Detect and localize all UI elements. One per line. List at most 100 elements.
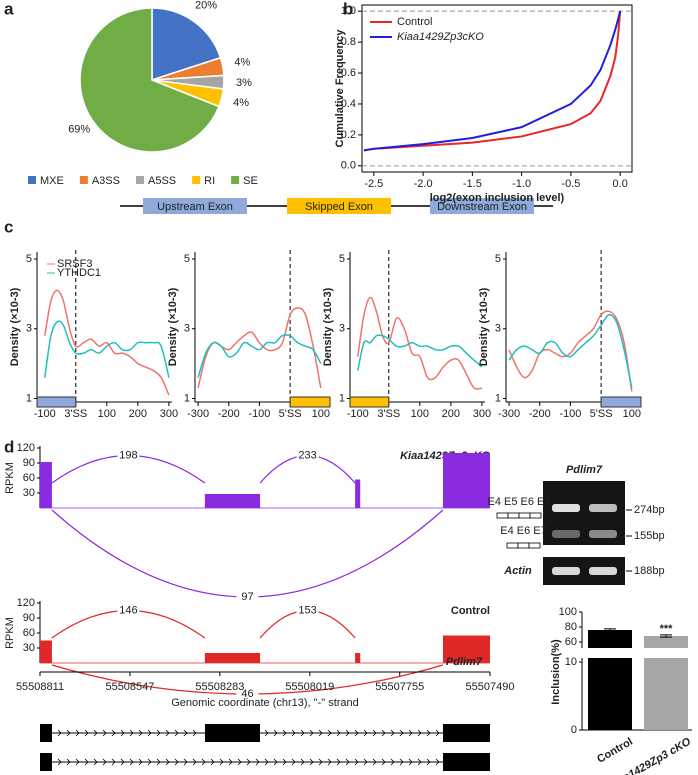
strand-chevron — [408, 758, 413, 766]
density-curve — [197, 334, 322, 378]
legend-label: Kiaa1429Zp3cKO — [397, 31, 484, 43]
strand-chevron — [138, 729, 143, 737]
x-tick-label: 200 — [129, 408, 147, 420]
legend-label: RI — [204, 175, 215, 187]
x-tick-label: 55508811 — [16, 681, 64, 693]
junction-label: 153 — [298, 604, 316, 616]
x-axis-label: log2(exon inclusion level) — [430, 192, 565, 204]
exon-box — [36, 396, 77, 408]
coverage-block — [355, 653, 361, 663]
strand-chevron — [273, 758, 278, 766]
strand-chevron — [354, 758, 359, 766]
y-tick-label: 0.6 — [341, 67, 356, 79]
exon-model — [40, 724, 52, 742]
panel-label: d — [4, 437, 14, 456]
pie-label: 4% — [234, 57, 250, 69]
exon-header-box — [287, 198, 391, 214]
gel-band — [552, 567, 580, 575]
strand-chevron — [381, 729, 386, 737]
exon-header-box — [430, 198, 534, 214]
density-curve — [357, 334, 483, 371]
y-tick-label: 1.0 — [341, 5, 356, 17]
strand-chevron — [435, 729, 440, 737]
legend-label: A3SS — [92, 175, 120, 187]
strand-chevron — [93, 758, 98, 766]
strand-chevron — [273, 729, 278, 737]
strand-chevron — [426, 758, 431, 766]
x-tick-label: 300 — [160, 408, 178, 420]
junction-label-bg — [236, 688, 259, 700]
x-tick-label: 55508283 — [195, 681, 244, 693]
junction-label-bg — [236, 591, 259, 603]
x-tick-label: 55507490 — [466, 681, 515, 693]
strand-chevron — [408, 729, 413, 737]
strand-chevron — [363, 758, 368, 766]
strand-chevron — [399, 729, 404, 737]
y-tick-label: 10 — [565, 656, 577, 668]
coverage-block — [40, 640, 52, 663]
legend-swatch — [135, 176, 144, 184]
y-tick-label: 0.4 — [341, 98, 356, 110]
strand-chevron — [57, 729, 62, 737]
strand-chevron — [435, 758, 440, 766]
strand-chevron — [192, 729, 197, 737]
y-tick-label: 3 — [184, 323, 190, 335]
strand-chevron — [66, 758, 71, 766]
y-tick-label: 30 — [23, 487, 35, 499]
strand-chevron — [426, 729, 431, 737]
plot-frame — [361, 4, 633, 173]
x-tick-label: 200 — [442, 408, 460, 420]
y-tick-label: 60 — [23, 627, 35, 639]
x-tick-label: 100 — [411, 408, 429, 420]
pie-label: 20% — [195, 0, 217, 11]
x-tick-label: 55508019 — [285, 681, 334, 693]
y-tick-label: 1 — [184, 392, 190, 404]
legend-swatch — [231, 176, 240, 184]
y-tick-label: 0 — [571, 724, 577, 736]
strand-chevron — [417, 729, 422, 737]
x-tick-label: -100 — [347, 408, 369, 420]
strand-chevron — [291, 758, 296, 766]
strand-chevron — [363, 729, 368, 737]
strand-chevron — [237, 758, 242, 766]
x-tick-label: 5'SS — [590, 408, 613, 420]
legend-label: A5SS — [148, 175, 176, 187]
y-tick-label: 3 — [26, 323, 32, 335]
junction-label-bg — [296, 449, 319, 462]
strand-chevron — [246, 758, 251, 766]
y-tick-label: 60 — [23, 472, 35, 484]
pie-label: 3% — [236, 77, 252, 89]
strand-chevron — [66, 729, 71, 737]
strand-chevron — [75, 729, 80, 737]
legend-label: YTHDC1 — [57, 267, 101, 279]
strand-chevron — [264, 729, 269, 737]
legend-swatch — [192, 176, 201, 184]
coverage-block — [204, 653, 261, 663]
y-tick-label: 100 — [559, 606, 577, 618]
density-curve — [44, 320, 170, 378]
strand-chevron — [291, 729, 296, 737]
density-curve — [357, 296, 483, 390]
x-tick-label: 3'SS — [64, 408, 87, 420]
pie-slice — [151, 7, 222, 82]
strand-chevron — [264, 758, 269, 766]
y-tick-label: 30 — [23, 642, 35, 654]
strand-chevron — [174, 758, 179, 766]
density-curve — [508, 310, 633, 392]
x-tick-label: 300 — [473, 408, 491, 420]
error-bar — [604, 628, 616, 632]
x-tick-label: 0.0 — [613, 178, 628, 190]
panel-label: c — [4, 217, 13, 236]
strand-chevron — [201, 758, 206, 766]
gel-band — [552, 530, 580, 538]
strand-chevron — [102, 729, 107, 737]
y-axis-label: Density (×10-3) — [478, 287, 490, 366]
x-tick-label: -300 — [498, 408, 520, 420]
junction-label-bg — [117, 449, 140, 462]
strand-chevron — [165, 758, 170, 766]
exon-box — [349, 396, 390, 408]
y-tick-label: 5 — [184, 253, 190, 265]
strand-chevron — [165, 729, 170, 737]
strand-chevron — [183, 729, 188, 737]
